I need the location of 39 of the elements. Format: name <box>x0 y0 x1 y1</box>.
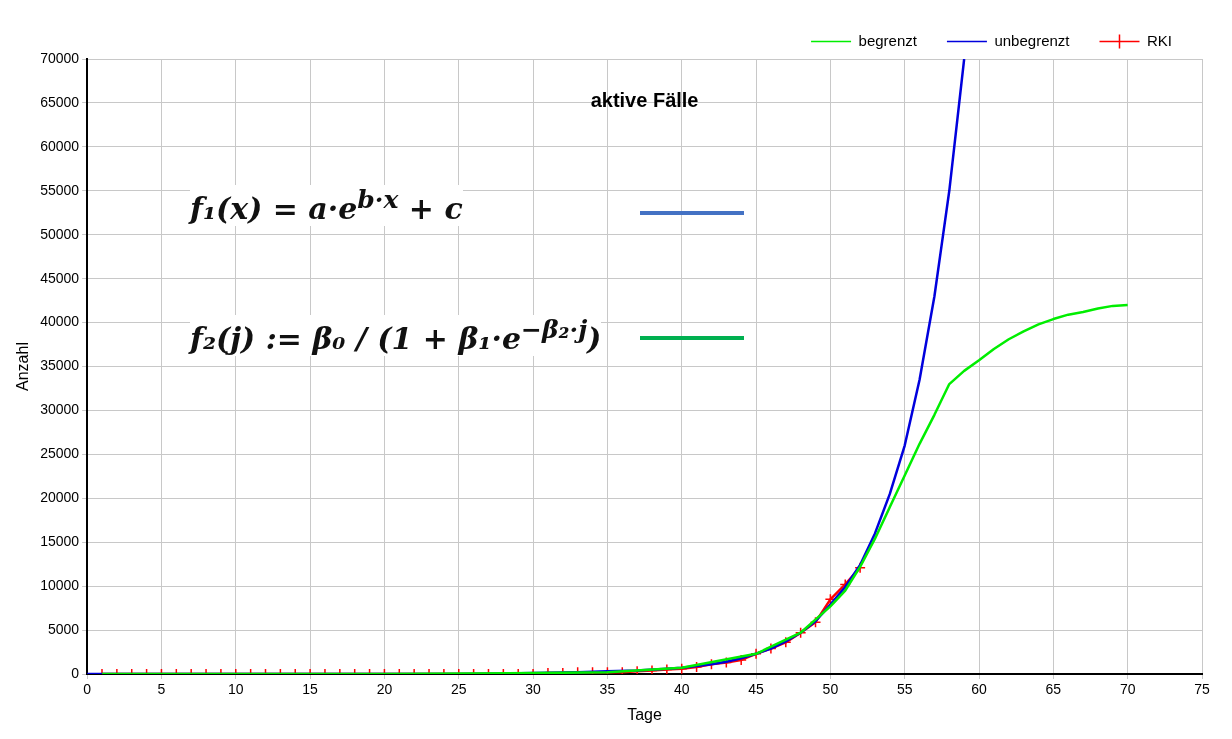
x-tick-label: 0 <box>83 681 92 698</box>
x-tick-label: 25 <box>450 681 467 698</box>
x-tick-label: 35 <box>599 681 616 698</box>
y-tick-label: 50000 <box>40 225 80 242</box>
y-axis-title: Anzahl <box>14 342 32 391</box>
y-tick-label: 55000 <box>40 181 80 198</box>
y-tick-label: 30000 <box>40 401 80 418</box>
y-tick-label: 5000 <box>47 620 80 637</box>
x-axis-title: Tage <box>627 705 663 723</box>
text: aktive Fälle <box>590 88 699 111</box>
y-tick-label: 65000 <box>40 93 80 110</box>
y-tick-label: 20000 <box>40 489 80 506</box>
x-tick-label: 10 <box>227 681 244 698</box>
x-tick-label: 50 <box>822 681 839 698</box>
x-tick-label: 45 <box>748 681 765 698</box>
annotation: f₂(j) := β₀ / (1 + β₁·e$^{−β₂·j}$) <box>190 315 602 356</box>
y-tick-label: 70000 <box>40 49 80 66</box>
x-tick-label: 75 <box>1194 681 1210 698</box>
x-tick-label: 65 <box>1045 681 1062 698</box>
y-tick-label: 45000 <box>40 269 80 286</box>
y-tick-label: 40000 <box>40 313 80 330</box>
legend-label: unbegrenzt <box>994 31 1071 49</box>
x-tick-label: 40 <box>673 681 690 698</box>
y-tick-label: 0 <box>71 664 80 681</box>
x-tick-label: 55 <box>896 681 913 698</box>
y-tick-label: 60000 <box>40 137 80 154</box>
legend-label: RKI <box>1147 31 1173 49</box>
x-tick-label: 60 <box>971 681 988 698</box>
x-tick-label: 30 <box>525 681 542 698</box>
y-tick-label: 10000 <box>40 577 80 593</box>
y-tick-label: 15000 <box>40 533 80 550</box>
x-tick-label: 15 <box>302 681 319 698</box>
legend-label: begrenzt <box>858 31 918 49</box>
y-tick-label: 25000 <box>40 445 80 462</box>
y-tick-label: 35000 <box>40 357 80 374</box>
x-tick-label: 20 <box>376 681 393 698</box>
annotation: f₁(x) = a·e$^{b·x}$ + c <box>190 185 463 226</box>
x-tick-label: 5 <box>157 681 166 698</box>
x-tick-label: 70 <box>1119 681 1136 698</box>
